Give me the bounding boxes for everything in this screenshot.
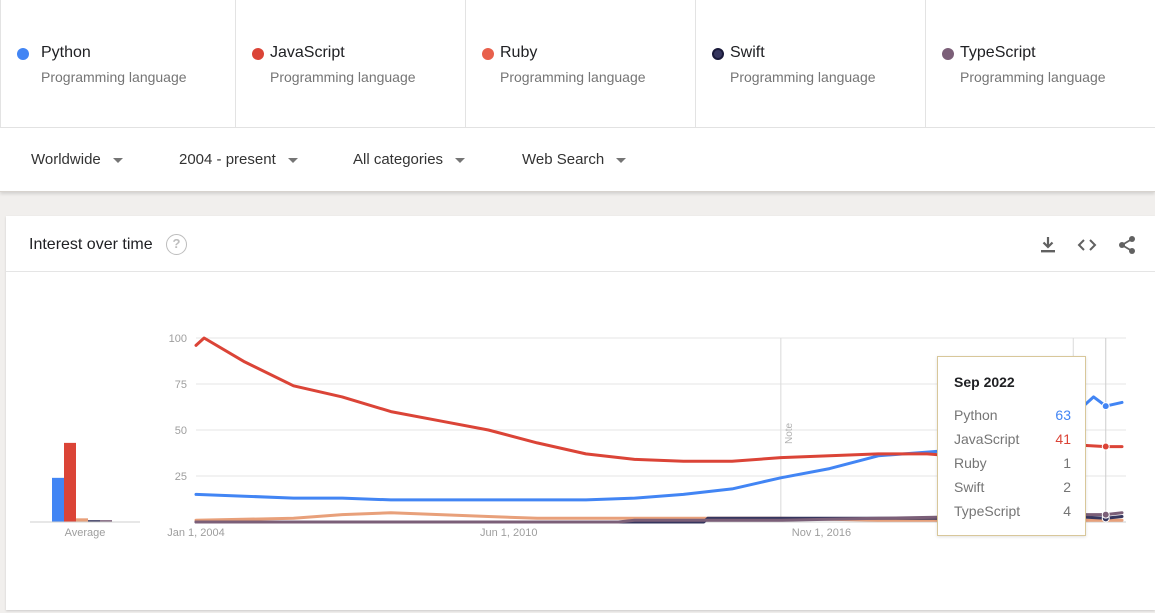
category-label: All categories <box>353 151 444 168</box>
average-bar-javascript <box>64 442 76 522</box>
tooltip-value: 63 <box>1055 407 1071 423</box>
card-title: Interest over time <box>29 236 153 253</box>
y-tick-label: 75 <box>175 379 187 391</box>
caret-down-icon <box>287 157 298 163</box>
hover-point-typescript <box>1101 510 1110 519</box>
time-range-label: 2004 - present <box>179 151 276 168</box>
series-line-ruby <box>194 511 1124 522</box>
tooltip-row-python: Python 63 <box>954 407 1071 423</box>
filter-bar: Worldwide 2004 - present All categories … <box>0 128 1155 192</box>
term-javascript[interactable]: JavaScript Programming language <box>236 0 466 128</box>
hover-point-javascript <box>1101 442 1110 451</box>
hover-point-python <box>1101 402 1110 411</box>
y-tick-label: 50 <box>175 425 187 437</box>
help-icon[interactable]: ? <box>166 234 187 255</box>
tooltip-label: Python <box>954 407 998 423</box>
term-python[interactable]: Python Programming language <box>0 0 236 128</box>
x-tick-label: Jun 1, 2010 <box>480 527 538 539</box>
tooltip-label: Ruby <box>954 455 987 471</box>
term-kind: Programming language <box>41 69 187 85</box>
card-header: Interest over time ? <box>6 216 1155 272</box>
tooltip-row-swift: Swift 2 <box>954 479 1071 495</box>
color-dot-icon <box>712 48 724 60</box>
tooltip-label: TypeScript <box>954 503 1021 519</box>
tooltip-label: JavaScript <box>954 431 1020 447</box>
category-dropdown[interactable]: All categories <box>353 151 466 168</box>
search-property-dropdown[interactable]: Web Search <box>522 151 627 168</box>
term-name: Python <box>41 44 91 61</box>
region-dropdown[interactable]: Worldwide <box>31 151 123 168</box>
tooltip-row-typescript: TypeScript 4 <box>954 503 1071 519</box>
average-bar-python <box>52 477 64 522</box>
caret-down-icon <box>455 157 466 163</box>
time-range-dropdown[interactable]: 2004 - present <box>179 151 298 168</box>
x-tick-label: Nov 1, 2016 <box>792 527 851 539</box>
color-dot-icon <box>482 48 494 60</box>
y-tick-label: 100 <box>169 333 187 345</box>
color-dot-icon <box>17 48 29 60</box>
tooltip-label: Swift <box>954 479 985 495</box>
tooltip-value: 2 <box>1063 479 1071 495</box>
color-dot-icon <box>252 48 264 60</box>
region-label: Worldwide <box>31 151 101 168</box>
term-name: Ruby <box>500 44 538 61</box>
term-kind: Programming language <box>500 69 646 85</box>
average-label: Average <box>65 527 106 539</box>
share-icon[interactable] <box>1116 234 1138 256</box>
search-property-label: Web Search <box>522 151 605 168</box>
embed-icon[interactable] <box>1076 234 1098 256</box>
tooltip-value: 1 <box>1063 455 1071 471</box>
term-kind: Programming language <box>270 69 416 85</box>
average-bar-typescript <box>100 520 112 522</box>
term-kind: Programming language <box>730 69 876 85</box>
color-dot-icon <box>942 48 954 60</box>
x-tick-label: Jan 1, 2004 <box>167 527 225 539</box>
series-line-typescript <box>194 511 1124 524</box>
tooltip-row-ruby: Ruby 1 <box>954 455 1071 471</box>
comparison-terms: Python Programming language JavaScript P… <box>0 0 1155 128</box>
hover-tooltip: Sep 2022 Python 63 JavaScript 41 Ruby 1 … <box>937 356 1086 536</box>
y-tick-label: 25 <box>175 471 187 483</box>
term-ruby[interactable]: Ruby Programming language <box>466 0 696 128</box>
tooltip-value: 41 <box>1055 431 1071 447</box>
term-kind: Programming language <box>960 69 1106 85</box>
term-name: TypeScript <box>960 44 1036 61</box>
average-bar-swift <box>88 520 100 522</box>
tooltip-date: Sep 2022 <box>954 374 1015 390</box>
average-bar-ruby <box>76 518 88 522</box>
term-swift[interactable]: Swift Programming language <box>696 0 926 128</box>
tooltip-row-javascript: JavaScript 41 <box>954 431 1071 447</box>
term-typescript[interactable]: TypeScript Programming language <box>926 0 1155 128</box>
term-name: JavaScript <box>270 44 345 61</box>
term-name: Swift <box>730 44 765 61</box>
caret-down-icon <box>616 157 627 163</box>
note-label: Note <box>784 422 795 444</box>
download-icon[interactable] <box>1037 234 1059 256</box>
caret-down-icon <box>112 157 123 163</box>
tooltip-value: 4 <box>1063 503 1071 519</box>
